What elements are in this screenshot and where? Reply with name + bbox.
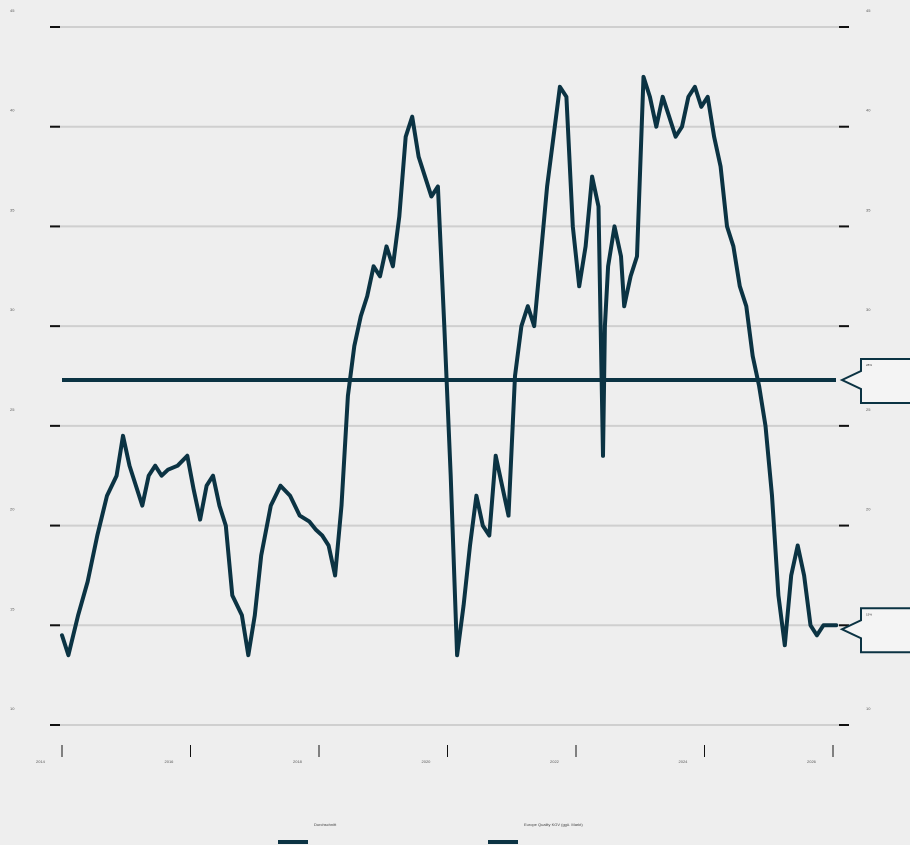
y-tick-label-right: 45 — [866, 8, 871, 13]
y-tick-label-left: 45 — [10, 8, 15, 13]
x-tick-label: 2020 — [422, 759, 432, 764]
series-line — [60, 74, 839, 658]
y-tick-label-left: 40 — [10, 108, 15, 113]
callouts: 28% 15% — [839, 357, 910, 654]
y-tick-label-left: 25 — [10, 407, 15, 412]
callout-label: 28% — [866, 363, 872, 367]
y-tick-label-left: 10 — [10, 706, 15, 711]
x-tick-label: 2018 — [293, 759, 303, 764]
x-tick-label: 2024 — [679, 759, 689, 764]
y-tick-label-left: 30 — [10, 307, 15, 312]
x-tick-label: 2016 — [165, 759, 175, 764]
callout-box — [839, 357, 910, 404]
y-tick-label-right: 30 — [866, 307, 871, 312]
y-tick-label-left: 15 — [10, 606, 15, 611]
y-tick-label-right: 25 — [866, 407, 871, 412]
y-tick-label-left: 20 — [10, 507, 15, 512]
x-tick-label: 2026 — [807, 759, 817, 764]
y-tick-label-right: 20 — [866, 507, 871, 512]
tick-labels: 1010151520202525303035354040454520142016… — [10, 8, 871, 764]
series-layer — [60, 74, 839, 658]
y-tick-label-left: 35 — [10, 207, 15, 212]
callout-label: 15% — [866, 612, 872, 616]
y-tick-label-right: 10 — [866, 706, 871, 711]
y-tick-label-right: 40 — [866, 108, 871, 113]
axis-ticks — [50, 26, 849, 757]
legend: Durchschnitt Europe Quality KGV (ggü. Mar… — [278, 822, 583, 844]
callout-box — [839, 607, 910, 654]
y-tick-label-right: 35 — [866, 207, 871, 212]
x-tick-label: 2014 — [36, 759, 46, 764]
legend-label: Durchschnitt — [314, 822, 337, 827]
x-tick-label: 2022 — [550, 759, 560, 764]
legend-label: Europe Quality KGV (ggü. Markt) — [524, 822, 583, 827]
